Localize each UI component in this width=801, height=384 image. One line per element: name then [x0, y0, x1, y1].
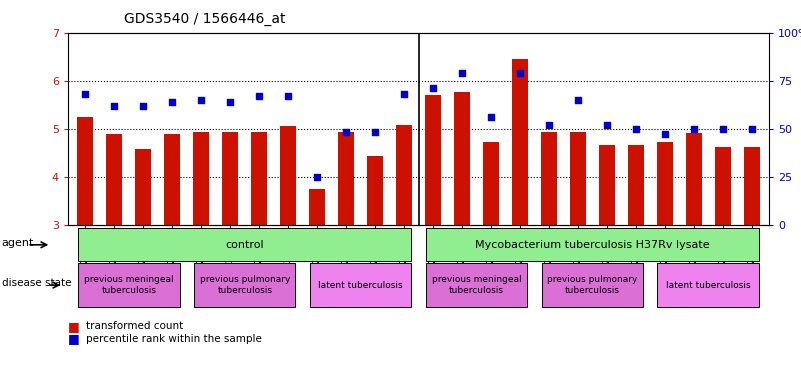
Bar: [570, 132, 586, 225]
Point: [253, 93, 266, 99]
Point: [745, 126, 758, 132]
Bar: [454, 92, 470, 225]
Bar: [309, 189, 325, 225]
Point: [485, 114, 497, 120]
Bar: [686, 134, 702, 225]
Text: ■: ■: [68, 332, 80, 345]
Point: [571, 97, 584, 103]
Text: latent tuberculosis: latent tuberculosis: [666, 281, 751, 290]
Text: agent: agent: [2, 238, 34, 248]
Bar: [743, 147, 759, 225]
Text: previous meningeal
tuberculosis: previous meningeal tuberculosis: [432, 275, 521, 295]
Point: [716, 126, 729, 132]
Text: transformed count: transformed count: [86, 321, 183, 331]
Point: [368, 129, 381, 136]
Bar: [223, 132, 238, 225]
Point: [223, 99, 236, 105]
Bar: [541, 132, 557, 225]
Text: Mycobacterium tuberculosis H37Rv lysate: Mycobacterium tuberculosis H37Rv lysate: [475, 240, 710, 250]
Point: [513, 70, 526, 76]
Bar: [338, 132, 354, 225]
Bar: [599, 146, 614, 225]
Point: [456, 70, 469, 76]
Point: [397, 91, 410, 97]
Point: [137, 103, 150, 109]
Bar: [78, 117, 94, 225]
Point: [166, 99, 179, 105]
Bar: [396, 125, 412, 225]
Bar: [657, 142, 673, 225]
Text: latent tuberculosis: latent tuberculosis: [318, 281, 403, 290]
Bar: [483, 142, 499, 225]
Text: GDS3540 / 1566446_at: GDS3540 / 1566446_at: [124, 12, 286, 25]
Bar: [107, 134, 123, 225]
Text: disease state: disease state: [2, 278, 71, 288]
Point: [79, 91, 92, 97]
Bar: [628, 146, 644, 225]
Text: control: control: [225, 240, 264, 250]
Bar: [252, 132, 268, 225]
Point: [630, 126, 642, 132]
Point: [658, 131, 671, 137]
Text: percentile rank within the sample: percentile rank within the sample: [86, 334, 262, 344]
Bar: [164, 134, 180, 225]
Bar: [425, 94, 441, 225]
Bar: [367, 156, 383, 225]
Bar: [280, 126, 296, 225]
Bar: [714, 147, 731, 225]
Point: [195, 97, 207, 103]
Bar: [512, 59, 528, 225]
Point: [542, 122, 555, 128]
Text: previous meningeal
tuberculosis: previous meningeal tuberculosis: [84, 275, 174, 295]
Point: [282, 93, 295, 99]
Text: previous pulmonary
tuberculosis: previous pulmonary tuberculosis: [547, 275, 638, 295]
Bar: [193, 132, 209, 225]
Point: [427, 85, 440, 91]
Text: ■: ■: [68, 320, 80, 333]
Point: [311, 174, 324, 180]
Bar: [135, 149, 151, 225]
Point: [687, 126, 700, 132]
Point: [108, 103, 121, 109]
Text: previous pulmonary
tuberculosis: previous pulmonary tuberculosis: [199, 275, 290, 295]
Point: [340, 129, 352, 136]
Point: [601, 122, 614, 128]
